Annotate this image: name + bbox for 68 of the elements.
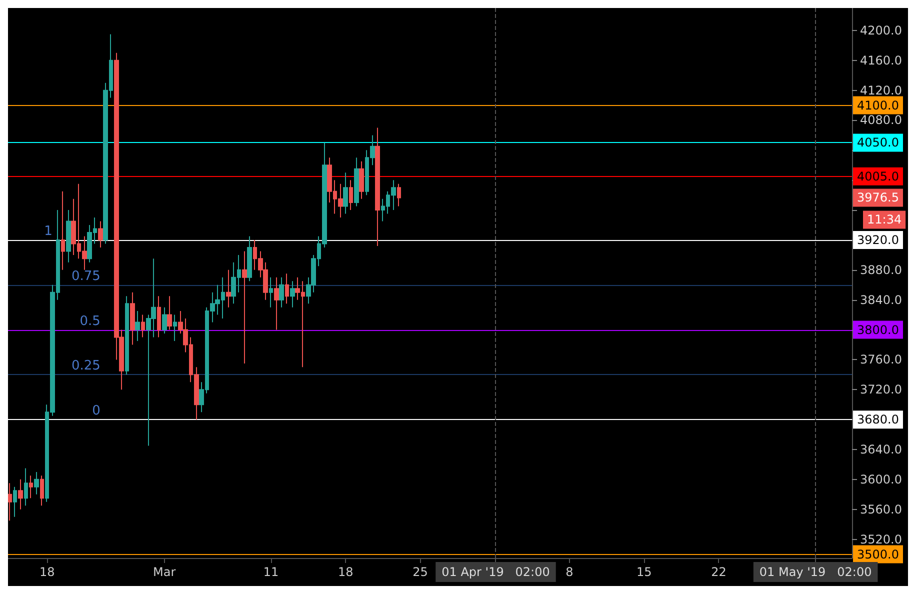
- x-tick-label: 8: [566, 565, 574, 579]
- candlestick: [61, 190, 65, 270]
- candlestick: [343, 172, 348, 214]
- y-tick-label: 3600.0: [860, 472, 902, 486]
- candlestick: [167, 296, 172, 330]
- candlestick: [29, 475, 33, 499]
- x-tick-label: 18: [338, 565, 354, 579]
- candlestick: [279, 276, 284, 308]
- ref-line-label: 3680.0: [857, 412, 899, 427]
- y-tick-label: 3720.0: [860, 382, 902, 397]
- ref-line-label: 3920.0: [857, 232, 899, 247]
- candlestick: [135, 310, 140, 342]
- candlestick: [130, 292, 135, 346]
- candlestick: [34, 471, 39, 495]
- ref-line-label: 4050.0: [857, 136, 899, 150]
- candlestick: [157, 296, 161, 338]
- y-tick-label: 4200.0: [860, 23, 902, 38]
- candlestick: [13, 486, 17, 518]
- annotation: 0.25: [71, 358, 100, 374]
- candlestick: [349, 180, 353, 211]
- y-tick-label: 4120.0: [860, 83, 902, 98]
- ref-line-label: 3800.0: [857, 322, 899, 337]
- annotation: 0.5: [80, 314, 100, 329]
- y-tick-label: 4080.0: [860, 113, 902, 128]
- annotation: 0: [92, 404, 100, 419]
- candlestick: [8, 482, 12, 522]
- candlestick: [274, 276, 279, 330]
- x-tick-label: 01 Apr '19 02:00: [442, 565, 550, 579]
- candlestick: [269, 276, 273, 308]
- y-tick-label: 3880.0: [860, 262, 902, 277]
- x-tick-label: 01 May '19 02:00: [759, 565, 872, 579]
- candlestick: [226, 269, 231, 308]
- text: 3976.5: [857, 190, 899, 205]
- text: 11:34: [867, 212, 902, 227]
- y-tick-label: 3840.0: [860, 292, 902, 307]
- x-tick-label: 22: [711, 565, 726, 579]
- candlestick: [242, 250, 247, 364]
- candlestick: [397, 183, 401, 207]
- candlestick: [359, 160, 364, 200]
- annotation: 0.75: [71, 268, 100, 284]
- x-tick-label: Mar: [153, 565, 176, 579]
- candlestick: [40, 475, 44, 506]
- candlestick: [173, 314, 177, 342]
- candlestick: [375, 127, 380, 246]
- candlestick: [66, 210, 71, 263]
- y-tick-label: 3520.0: [860, 532, 902, 546]
- candlestick: [285, 273, 289, 304]
- candlestick: [162, 306, 167, 334]
- candlestick: [247, 236, 252, 282]
- x-tick-label: 25: [412, 565, 428, 579]
- y-tick-label: 3560.0: [860, 502, 902, 516]
- ref-line-label: 4005.0: [857, 169, 899, 184]
- candlestick: [18, 478, 23, 510]
- candlestick: [125, 296, 129, 376]
- y-tick-label: 3640.0: [860, 442, 902, 456]
- candlestick: [354, 157, 359, 207]
- y-tick-label: 4160.0: [860, 53, 902, 68]
- y-tick-label: 3760.0: [860, 352, 902, 367]
- x-tick-label: 18: [39, 565, 55, 579]
- annotation: 1: [44, 224, 52, 239]
- x-tick-label: 11: [263, 565, 279, 579]
- candlestick: [290, 280, 295, 308]
- candlestick: [141, 314, 145, 338]
- candlestick: [98, 220, 103, 248]
- ref-line-label: 4100.0: [857, 98, 899, 112]
- candlestick: [24, 468, 28, 506]
- x-tick-label: 15: [636, 565, 652, 579]
- ref-line-label: 3500.0: [857, 547, 899, 562]
